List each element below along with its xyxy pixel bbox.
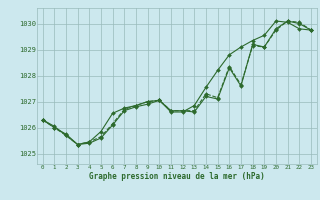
- X-axis label: Graphe pression niveau de la mer (hPa): Graphe pression niveau de la mer (hPa): [89, 172, 265, 181]
